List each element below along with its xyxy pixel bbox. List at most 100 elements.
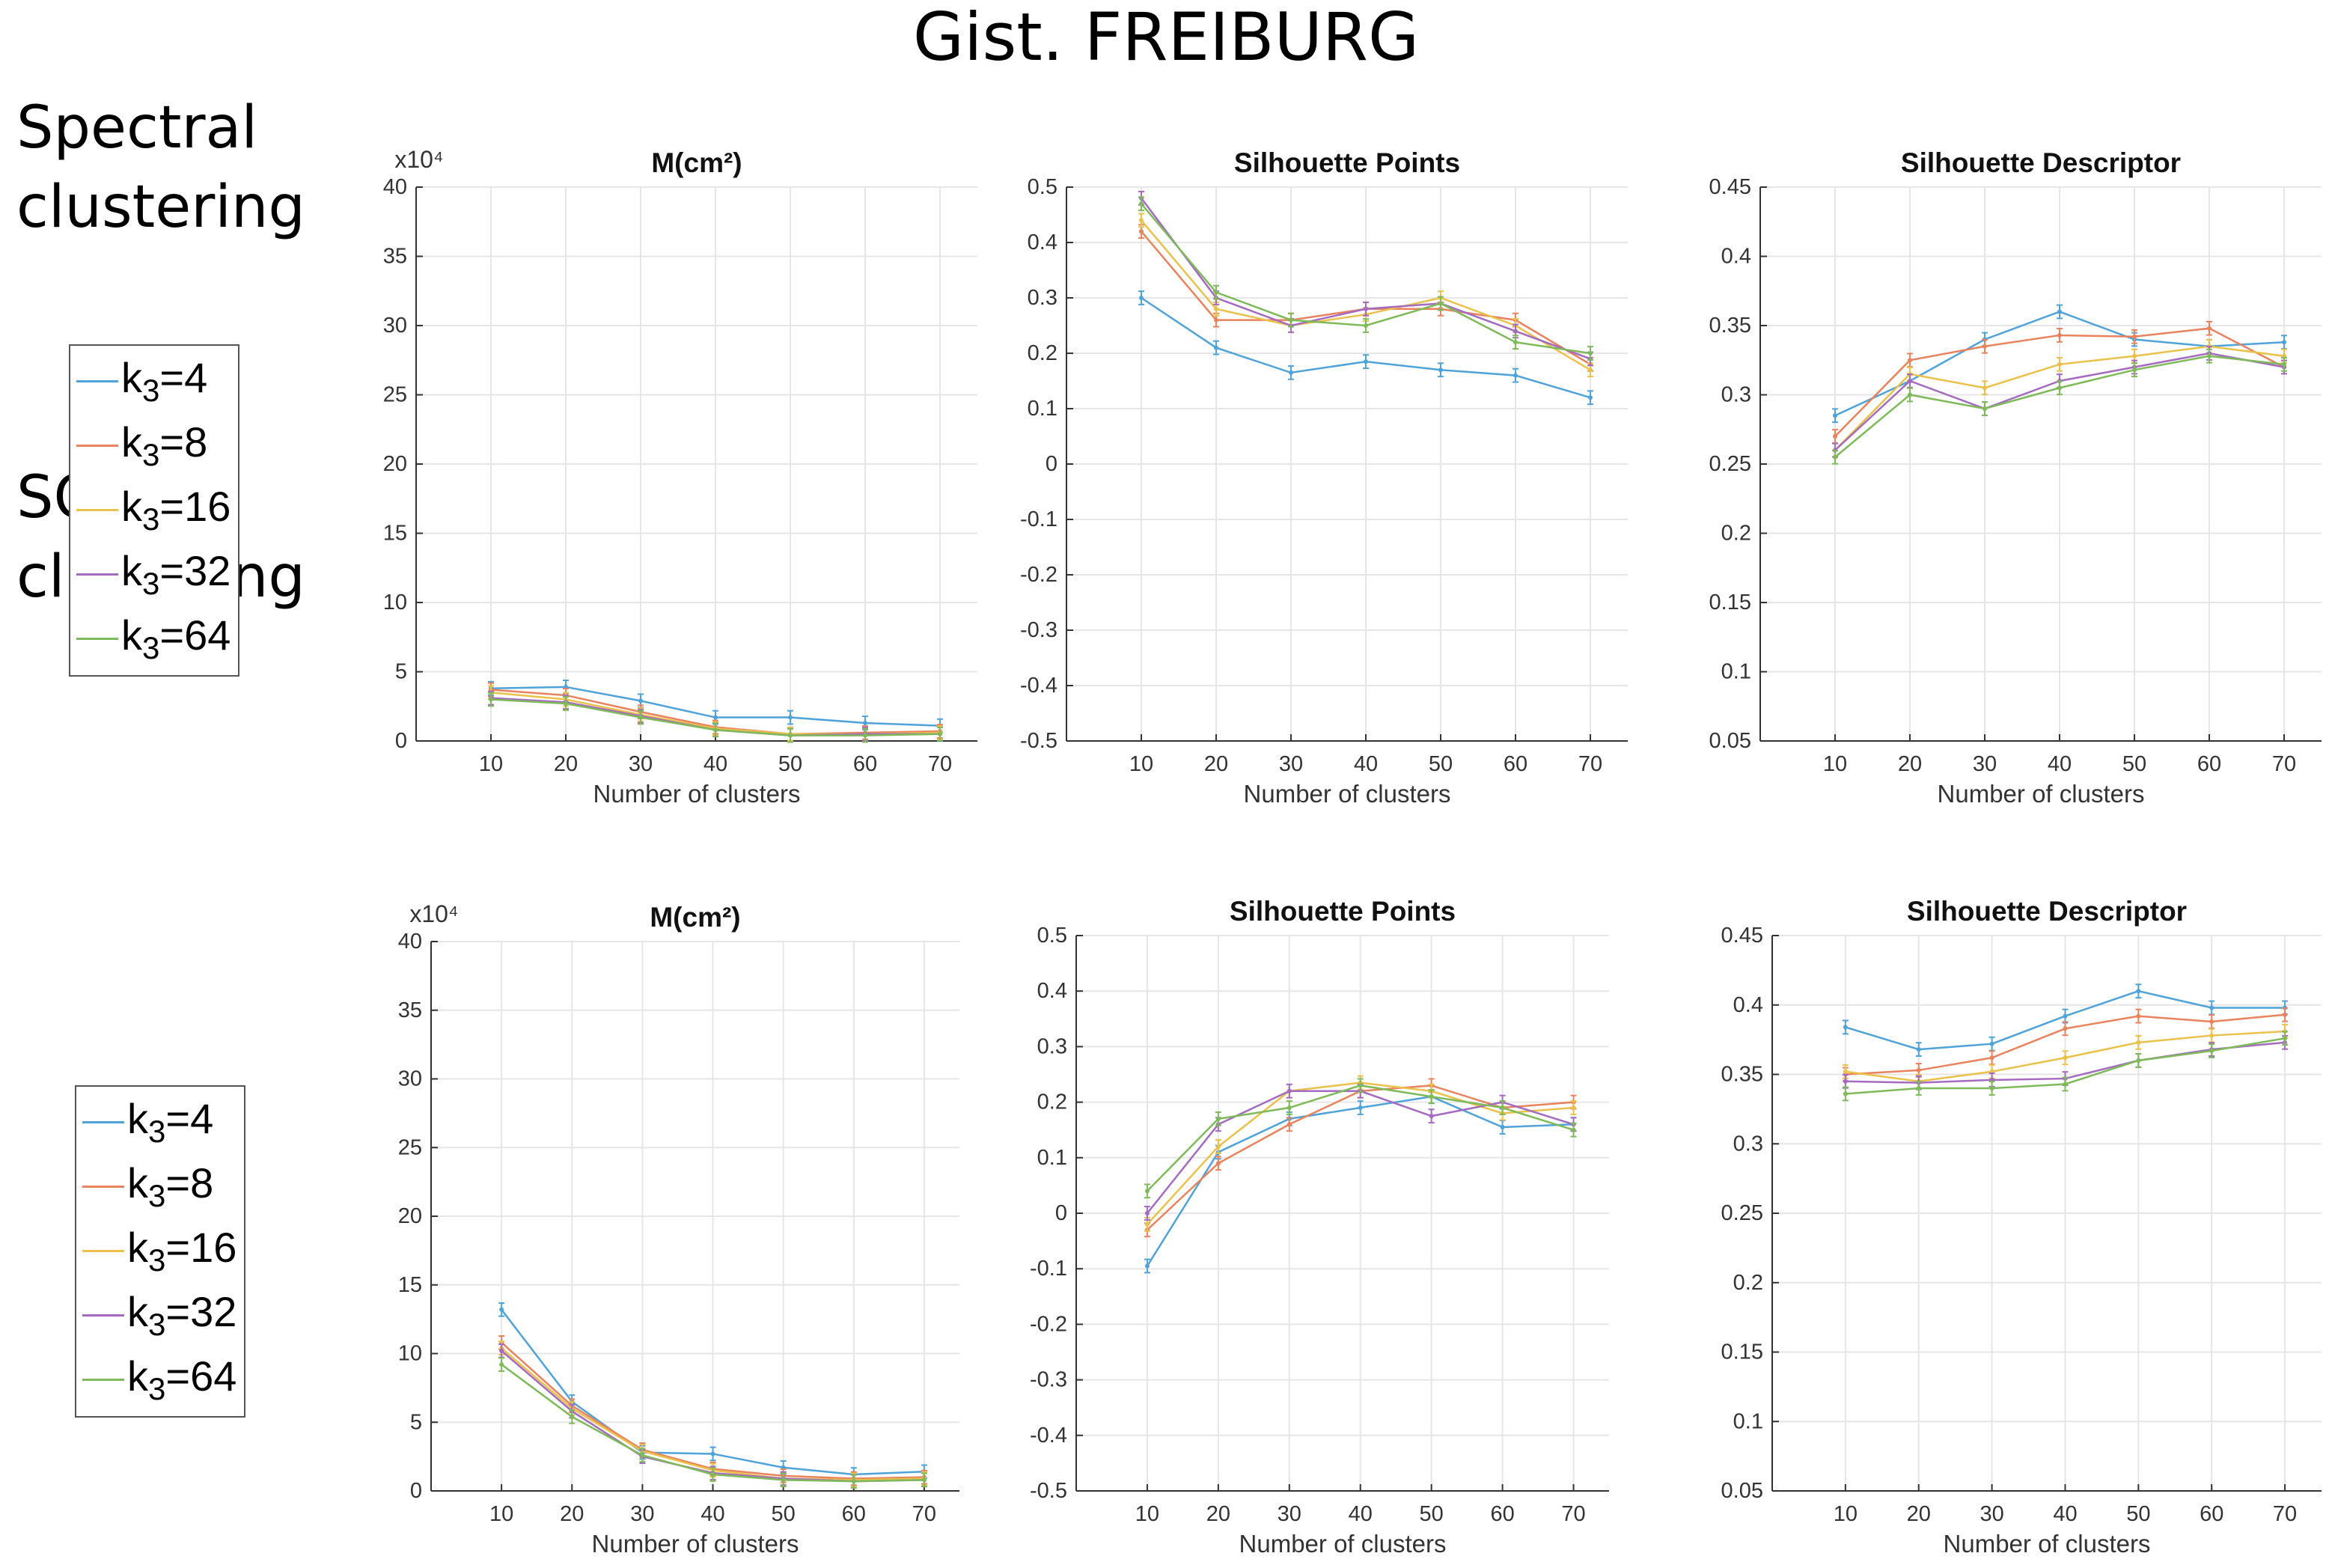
data-point — [1438, 367, 1443, 373]
x-axis-label: Number of clusters — [1938, 780, 2145, 808]
data-point — [1908, 379, 1912, 383]
data-point — [1139, 218, 1144, 223]
legend-subscript: 3 — [142, 566, 160, 602]
x-tick-label: 60 — [853, 752, 877, 776]
data-point — [1843, 1025, 1848, 1030]
data-point — [1513, 340, 1518, 345]
legend-swatch — [82, 1185, 124, 1188]
legend-subscript: 3 — [148, 1242, 166, 1278]
y-tick-label: 0.5 — [1028, 175, 1057, 199]
legend-subscript: 3 — [142, 373, 160, 409]
chart-spectral-sd: 0.05 0.1 0.15 0.2 0.25 0.3 0.35 0.4 0.45 10 20 30 40… — [1709, 147, 2322, 808]
data-point — [863, 720, 867, 725]
data-point — [1588, 395, 1593, 400]
legend-prefix: k — [121, 482, 142, 530]
x-tick-label: 40 — [1349, 1502, 1373, 1526]
legend-subscript: 3 — [142, 630, 160, 666]
x-axis-label: Number of clusters — [1239, 1530, 1447, 1558]
data-point — [2136, 989, 2141, 994]
legend-prefix: k — [121, 611, 142, 659]
chart-spectral-m: 0 5 10 15 20 25 30 35 40 10 20 30 40 50 60 70 Number of … — [383, 146, 977, 808]
legend-item: k3=4 — [82, 1090, 236, 1154]
data-point — [1144, 1189, 1150, 1194]
legend-item: k3=8 — [82, 1154, 236, 1218]
data-point — [570, 1414, 575, 1419]
y-tick-label: -0.3 — [1030, 1368, 1067, 1392]
y-tick-label: 0.3 — [1733, 1132, 1763, 1156]
data-point — [713, 715, 718, 720]
legend-item: k3=32 — [82, 1283, 236, 1347]
legend-label: k3=4 — [127, 1094, 213, 1150]
legend-label: k3=64 — [127, 1352, 236, 1407]
legend-value: =16 — [165, 1223, 237, 1271]
data-point — [2057, 332, 2062, 338]
x-tick-label: 70 — [2273, 1502, 2297, 1526]
data-point — [2132, 353, 2137, 359]
y-tick-label: -0.5 — [1030, 1479, 1067, 1503]
data-point — [1286, 1088, 1292, 1093]
data-point — [1843, 1069, 1848, 1074]
data-point — [1500, 1124, 1505, 1129]
x-tick-label: 20 — [1898, 752, 1922, 776]
legend-swatch — [82, 1120, 124, 1123]
x-tick-label: 30 — [1279, 752, 1303, 776]
data-point — [1215, 1161, 1221, 1166]
data-point — [1289, 317, 1293, 323]
legend-swatch — [76, 444, 118, 447]
y-tick-label: 25 — [383, 383, 407, 407]
legend-item: k3=64 — [82, 1347, 236, 1412]
data-point — [1215, 1116, 1221, 1121]
x-tick-label: 70 — [928, 752, 952, 776]
data-point — [1513, 329, 1518, 334]
data-point — [2057, 362, 2062, 367]
y-tick-label: 0.05 — [1721, 1479, 1763, 1503]
x-tick-label: 60 — [2197, 752, 2221, 776]
legend-swatch — [82, 1378, 124, 1381]
y-tick-label: 0.5 — [1037, 924, 1067, 948]
series-1 — [1138, 290, 1593, 406]
data-point — [788, 733, 793, 738]
row-label-line2: clustering — [16, 174, 305, 241]
series-5 — [488, 692, 943, 743]
chart-title: Silhouette Points — [1234, 147, 1460, 178]
data-point — [2063, 1013, 2068, 1019]
data-point — [2283, 1012, 2288, 1017]
axis-exponent-label: x10⁴ — [394, 146, 443, 173]
legend-item: k3=64 — [76, 606, 231, 671]
data-point — [2136, 1058, 2141, 1063]
data-point — [1144, 1211, 1150, 1215]
x-tick-label: 50 — [772, 1502, 796, 1526]
y-tick-label: 0.25 — [1721, 1201, 1763, 1225]
y-tick-label: 15 — [383, 522, 407, 546]
data-point — [1429, 1114, 1434, 1119]
data-point — [2282, 362, 2286, 367]
x-tick-label: 10 — [1823, 752, 1847, 776]
data-point — [1989, 1086, 1994, 1091]
x-tick-label: 20 — [1204, 752, 1228, 776]
chart-title: M(cm²) — [650, 902, 740, 933]
data-point — [1144, 1263, 1150, 1269]
data-point — [1588, 351, 1593, 356]
data-point — [1982, 406, 1987, 411]
x-tick-label: 10 — [479, 752, 503, 776]
data-point — [2136, 1013, 2141, 1019]
y-tick-label: -0.5 — [1020, 729, 1057, 753]
data-point — [1364, 359, 1368, 364]
series-5 — [1138, 196, 1593, 361]
legend-label: k3=8 — [121, 418, 207, 473]
legend-swatch — [82, 1314, 124, 1317]
y-tick-label: 0.3 — [1721, 383, 1751, 407]
legend-prefix: k — [121, 353, 142, 401]
y-tick-label: 0.35 — [1721, 1063, 1763, 1087]
legend-item: k3=32 — [76, 542, 231, 606]
data-point — [1571, 1127, 1576, 1132]
y-tick-label: 0.4 — [1721, 245, 1751, 269]
data-point — [489, 697, 493, 702]
y-tick-label: 10 — [398, 1342, 422, 1366]
data-point — [1358, 1083, 1363, 1088]
chart-title: Silhouette Descriptor — [1901, 147, 2181, 178]
y-tick-label: 10 — [383, 591, 407, 614]
data-point — [2207, 326, 2212, 331]
chart-title: Silhouette Points — [1230, 896, 1456, 927]
series-5 — [1842, 1031, 2289, 1102]
